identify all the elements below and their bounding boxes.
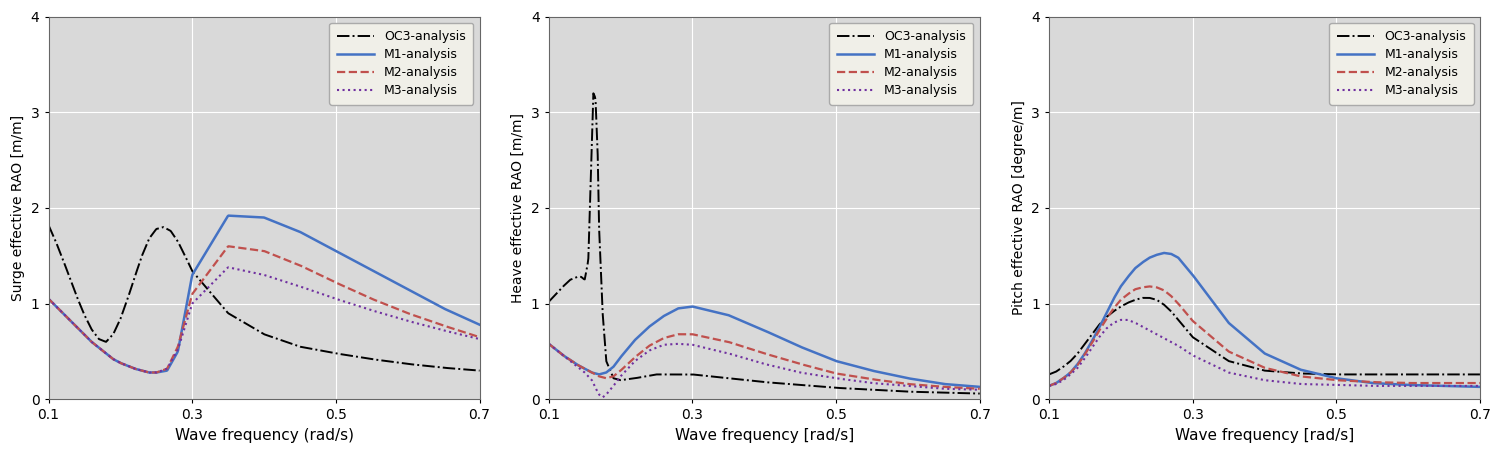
Legend: OC3-analysis, M1-analysis, M2-analysis, M3-analysis: OC3-analysis, M1-analysis, M2-analysis, … — [829, 23, 973, 105]
Legend: OC3-analysis, M1-analysis, M2-analysis, M3-analysis: OC3-analysis, M1-analysis, M2-analysis, … — [329, 23, 473, 105]
Y-axis label: Surge effective RAO [m/m]: Surge effective RAO [m/m] — [11, 115, 26, 301]
X-axis label: Wave frequency (rad/s): Wave frequency (rad/s) — [174, 428, 353, 443]
Y-axis label: Heave effective RAO [m/m]: Heave effective RAO [m/m] — [511, 113, 526, 303]
X-axis label: Wave frequency [rad/s]: Wave frequency [rad/s] — [1175, 428, 1355, 443]
Legend: OC3-analysis, M1-analysis, M2-analysis, M3-analysis: OC3-analysis, M1-analysis, M2-analysis, … — [1329, 23, 1473, 105]
Y-axis label: Pitch effective RAO [degree/m]: Pitch effective RAO [degree/m] — [1011, 100, 1026, 316]
X-axis label: Wave frequency [rad/s]: Wave frequency [rad/s] — [674, 428, 853, 443]
